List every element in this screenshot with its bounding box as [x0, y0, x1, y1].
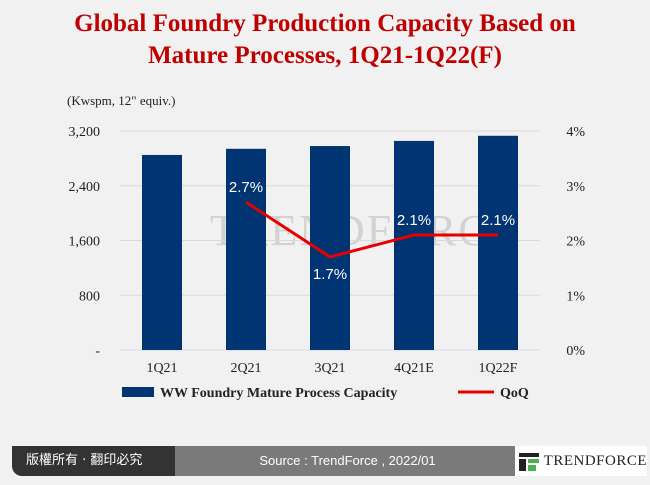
legend-bar-label: WW Foundry Mature Process Capacity [160, 386, 397, 401]
chart: - 800 1,600 2,400 3,200 0% 1% 2% 3% 4% 1Q21 2Q21 3Q2… [69, 125, 586, 401]
y2-tick-label: 2% [566, 235, 585, 250]
source-note: Source : TrendForce , 2022/01 [175, 446, 520, 476]
qoq-data-label: 1.7% [313, 266, 347, 283]
title-line-1: Global Foundry Production Capacity Based… [74, 10, 576, 37]
y-tick-label: 1,600 [69, 235, 101, 250]
y-tick-label: 800 [79, 289, 100, 304]
bar-1Q22F [478, 135, 518, 350]
copyright-notice: 版權所有 · 翻印必究 [12, 446, 196, 476]
chart-title: Global Foundry Production Capacity Based… [0, 8, 650, 72]
y2-tick-label: 3% [566, 180, 585, 195]
qoq-line [245, 200, 498, 259]
x-tick-label: 1Q21 [146, 361, 177, 376]
y2-tick-label: 1% [566, 289, 585, 304]
x-tick-label: 2Q21 [230, 361, 261, 376]
y-axis-unit: (Kwspm, 12" equiv.) [67, 93, 176, 108]
trendforce-logo: TRENDFORCE [515, 446, 647, 476]
legend-bar-swatch [122, 387, 154, 397]
y2-tick-label: 0% [566, 344, 585, 359]
qoq-data-label: 2.1% [397, 212, 431, 229]
y-tick-label: 2,400 [69, 180, 101, 195]
x-tick-label: 1Q22F [479, 361, 518, 376]
title-line-2: Mature Processes, 1Q21-1Q22(F) [148, 42, 502, 69]
x-tick-label: 4Q21E [394, 361, 434, 376]
qoq-data-label: 2.1% [481, 212, 515, 229]
y-tick-label: 3,200 [69, 125, 101, 140]
bar-2Q21 [226, 148, 266, 350]
x-tick-label: 3Q21 [314, 361, 345, 376]
bar-1Q21 [142, 154, 182, 350]
y2-tick-label: 4% [566, 125, 585, 140]
logo-text: TRENDFORCE [543, 452, 647, 469]
logo-icon [519, 453, 539, 471]
qoq-data-label: 2.7% [229, 179, 263, 196]
legend-line-label: QoQ [500, 386, 529, 401]
y-tick-label: - [95, 344, 100, 359]
bar-4Q21E [394, 140, 434, 350]
